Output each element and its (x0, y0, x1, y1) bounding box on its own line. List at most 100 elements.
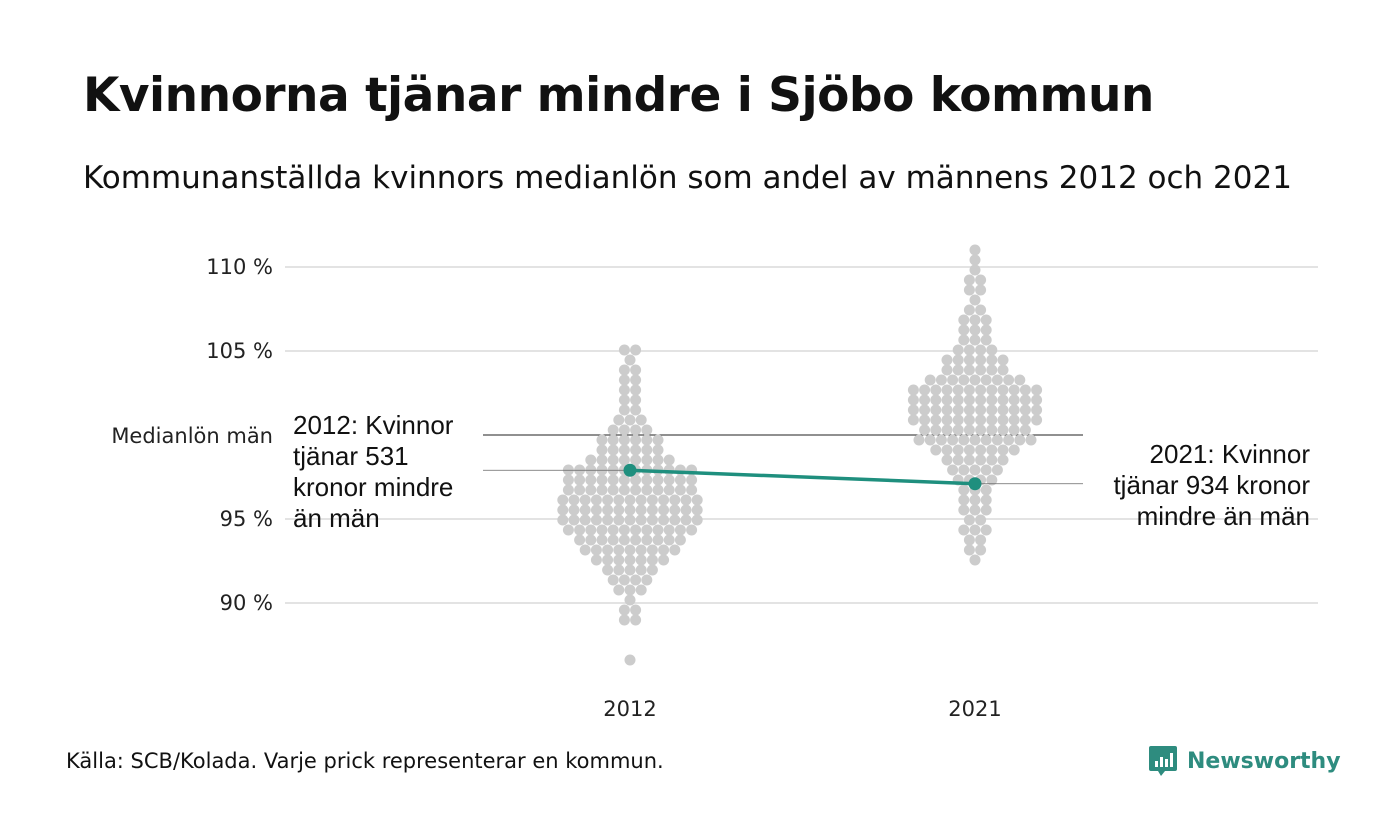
newsworthy-logo-icon (1149, 746, 1177, 776)
municipality-dot-2012 (602, 544, 614, 556)
municipality-dot-2021 (997, 454, 1009, 466)
municipality-dot-2021 (975, 414, 987, 426)
municipality-dot-2012 (641, 454, 653, 466)
municipality-dot-2021 (963, 304, 975, 316)
municipality-dot-2012 (618, 574, 630, 586)
municipality-dot-2012 (652, 524, 664, 536)
municipality-dot-2021 (980, 464, 992, 476)
municipality-dot-2021 (1008, 424, 1020, 436)
municipality-dot-2021 (963, 404, 975, 416)
municipality-dot-2021 (1025, 434, 1037, 446)
municipality-dot-2012 (585, 524, 597, 536)
municipality-dot-2012 (607, 524, 619, 536)
municipality-dot-2021 (952, 364, 964, 376)
dot-layer (557, 244, 1043, 666)
municipality-dot-2021 (969, 554, 981, 566)
municipality-dot-2021 (947, 374, 959, 386)
municipality-dot-2021 (963, 274, 975, 286)
municipality-dot-2012 (579, 494, 591, 506)
municipality-dot-2021 (963, 394, 975, 406)
annotation-2021-line: mindre än män (1137, 501, 1310, 531)
municipality-dot-2021 (947, 464, 959, 476)
municipality-dot-2021 (997, 384, 1009, 396)
municipality-dot-2012 (607, 474, 619, 486)
municipality-dot-2012 (674, 534, 686, 546)
municipality-dot-2012 (568, 514, 580, 526)
municipality-dot-2021 (1008, 444, 1020, 456)
municipality-dot-2012 (630, 604, 642, 616)
municipality-dot-2012 (635, 514, 647, 526)
newsworthy-logo[interactable]: Newsworthy (1148, 744, 1341, 778)
municipality-dot-2012 (607, 424, 619, 436)
municipality-dot-2012 (646, 554, 658, 566)
municipality-dot-2021 (975, 394, 987, 406)
municipality-dot-2012 (641, 524, 653, 536)
municipality-dot-2021 (930, 384, 942, 396)
municipality-dot-2012 (652, 474, 664, 486)
municipality-dot-2012 (635, 414, 647, 426)
municipality-dot-2012 (624, 584, 636, 596)
municipality-dot-2012 (590, 494, 602, 506)
municipality-dot-2012 (652, 534, 664, 546)
highlight-point-2021 (968, 477, 982, 491)
municipality-dot-2012 (618, 394, 630, 406)
municipality-dot-2012 (590, 514, 602, 526)
municipality-dot-2021 (975, 534, 987, 546)
municipality-dot-2021 (969, 294, 981, 306)
municipality-dot-2021 (986, 474, 998, 486)
municipality-dot-2012 (574, 474, 586, 486)
municipality-dot-2021 (1019, 414, 1031, 426)
municipality-dot-2021 (1008, 404, 1020, 416)
municipality-dot-2021 (997, 424, 1009, 436)
reference-layer: Medianlön män (111, 424, 1083, 448)
municipality-dot-2021 (963, 364, 975, 376)
municipality-dot-2012 (579, 544, 591, 556)
municipality-dot-2012 (574, 524, 586, 536)
municipality-dot-2012 (691, 494, 703, 506)
municipality-dot-2012 (596, 444, 608, 456)
municipality-dot-2021 (958, 334, 970, 346)
municipality-dot-2021 (963, 414, 975, 426)
municipality-dot-2021 (947, 434, 959, 446)
municipality-dot-2021 (1019, 404, 1031, 416)
municipality-dot-2012 (590, 544, 602, 556)
municipality-dot-2012 (635, 504, 647, 516)
highlight-layer (483, 463, 1083, 491)
highlight-line (629, 468, 976, 486)
municipality-dot-2021 (969, 494, 981, 506)
municipality-dot-2012 (663, 454, 675, 466)
municipality-dot-2021 (952, 344, 964, 356)
municipality-dot-2012 (630, 384, 642, 396)
municipality-dot-2021 (919, 424, 931, 436)
municipality-dot-2012 (624, 504, 636, 516)
municipality-dot-2012 (630, 424, 642, 436)
x-axis-ticks: 2012 2021 (603, 697, 1001, 721)
municipality-dot-2012 (646, 564, 658, 576)
municipality-dot-2021 (941, 404, 953, 416)
municipality-dot-2012 (562, 484, 574, 496)
municipality-dot-2012 (630, 574, 642, 586)
municipality-dot-2021 (1031, 394, 1043, 406)
municipality-dot-2021 (963, 424, 975, 436)
municipality-dot-2021 (980, 324, 992, 336)
municipality-dot-2021 (969, 314, 981, 326)
municipality-dot-2012 (658, 504, 670, 516)
municipality-dot-2012 (613, 564, 625, 576)
municipality-dot-2021 (924, 374, 936, 386)
municipality-dot-2021 (958, 464, 970, 476)
municipality-dot-2012 (630, 364, 642, 376)
municipality-dot-2012 (669, 514, 681, 526)
municipality-dot-2012 (579, 504, 591, 516)
municipality-dot-2021 (975, 384, 987, 396)
municipality-dot-2012 (618, 374, 630, 386)
municipality-dot-2012 (674, 474, 686, 486)
municipality-dot-2021 (975, 274, 987, 286)
municipality-dot-2012 (618, 474, 630, 486)
municipality-dot-2012 (618, 384, 630, 396)
y-axis-ticks: 90 % 95 % 105 % 110 % (206, 255, 273, 615)
annotation-2012-line: än män (293, 503, 380, 533)
municipality-dot-2012 (624, 654, 636, 666)
municipality-dot-2021 (919, 384, 931, 396)
municipality-dot-2021 (1008, 384, 1020, 396)
